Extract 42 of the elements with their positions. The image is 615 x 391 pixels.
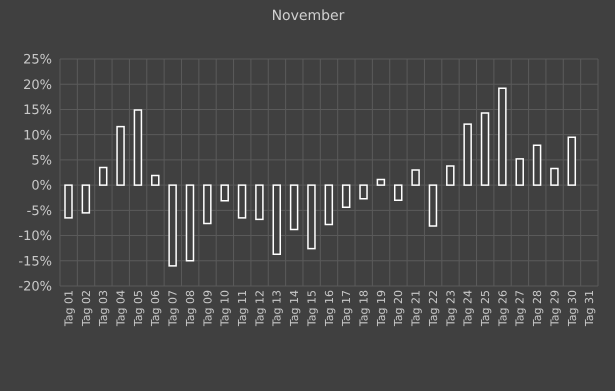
- x-tick-label: Tag 19: [374, 290, 388, 328]
- x-tick-label: Tag 03: [97, 290, 110, 328]
- x-tick-label: Tag 26: [496, 290, 510, 328]
- x-tick-label: Tag 05: [132, 290, 145, 328]
- y-tick-label: 15%: [23, 103, 52, 118]
- y-tick-label: 10%: [23, 128, 52, 144]
- x-tick-label: Tag 04: [114, 290, 128, 328]
- x-tick-label: Tag 14: [288, 290, 302, 328]
- y-tick-label: 25%: [23, 52, 52, 68]
- x-tick-label: Tag 10: [218, 290, 232, 328]
- x-tick-label: Tag 28: [531, 290, 544, 328]
- x-tick-label: Tag 06: [149, 290, 162, 328]
- x-tick-label: Tag 12: [253, 290, 266, 328]
- x-tick-label: Tag 07: [166, 290, 180, 328]
- y-tick-label: 5%: [31, 154, 52, 169]
- y-tick-label: 20%: [23, 78, 52, 93]
- x-tick-label: Tag 29: [548, 290, 562, 328]
- y-tick-label: -15%: [18, 254, 52, 270]
- x-tick-label: Tag 25: [479, 290, 492, 328]
- x-tick-label: Tag 22: [426, 290, 440, 328]
- x-tick-label: Tag 18: [358, 290, 371, 328]
- x-tick-label: Tag 21: [410, 290, 423, 328]
- x-tick-label: Tag 13: [270, 290, 284, 328]
- x-tick-label: Tag 31: [583, 290, 596, 328]
- x-tick-label: Tag 15: [305, 290, 318, 328]
- x-tick-label: Tag 02: [80, 290, 93, 328]
- x-tick-label: Tag 27: [514, 290, 527, 328]
- y-tick-label: 0%: [31, 178, 52, 194]
- y-tick-label: -5%: [26, 204, 52, 219]
- x-tick-label: Tag 09: [201, 290, 214, 328]
- x-tick-label: Tag 17: [340, 290, 354, 328]
- x-tick-label: Tag 11: [236, 290, 250, 328]
- y-tick-label: -20%: [18, 280, 52, 295]
- x-tick-label: Tag 24: [462, 290, 475, 328]
- x-tick-label: Tag 08: [184, 290, 197, 328]
- text: November: [272, 8, 344, 24]
- x-tick-label: Tag 20: [392, 290, 406, 328]
- x-tick-label: Tag 16: [322, 290, 336, 328]
- x-tick-label: Tag 23: [444, 290, 458, 328]
- y-tick-label: -10%: [18, 229, 52, 244]
- x-tick-label: Tag 01: [62, 290, 76, 328]
- x-tick-label: Tag 30: [566, 290, 579, 328]
